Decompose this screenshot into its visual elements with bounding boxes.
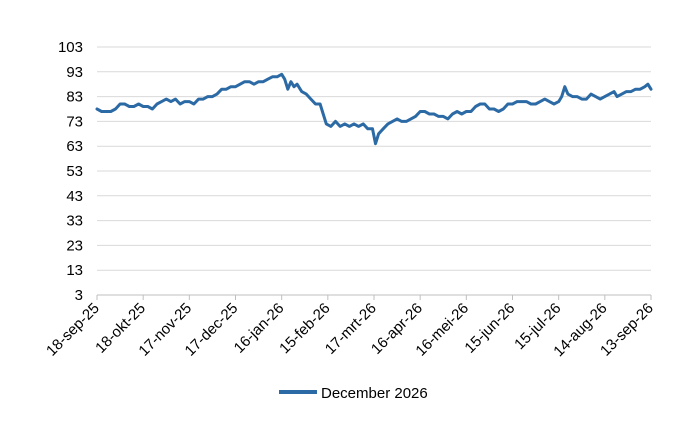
y-tick-label: 83: [66, 89, 83, 106]
gridlines: [97, 46, 651, 296]
legend-label: December 2026: [321, 385, 428, 402]
y-tick-label: 103: [58, 39, 83, 56]
y-tick-label: 13: [66, 262, 83, 279]
x-axis: 18-sep-2518-okt-2517-nov-2517-dec-2516-j…: [43, 294, 657, 360]
x-tick-label: 18-sep-25: [43, 300, 103, 360]
y-tick-label: 93: [66, 64, 83, 81]
y-tick-label: 63: [66, 138, 83, 155]
series-group: [95, 72, 653, 146]
y-tick-label: 3: [75, 287, 83, 304]
x-tick-label: 15-jun-26: [461, 300, 518, 357]
y-axis: 3 13 23 33 43 53 63 73 83 93 103: [58, 39, 83, 304]
y-tick-label: 53: [66, 163, 83, 180]
y-tick-label: 73: [66, 113, 83, 130]
y-tick-label: 43: [66, 188, 83, 205]
series-line-0: [95, 72, 653, 146]
y-tick-label: 33: [66, 213, 83, 230]
legend[interactable]: December 2026: [279, 385, 428, 402]
y-tick-label: 23: [66, 237, 83, 254]
